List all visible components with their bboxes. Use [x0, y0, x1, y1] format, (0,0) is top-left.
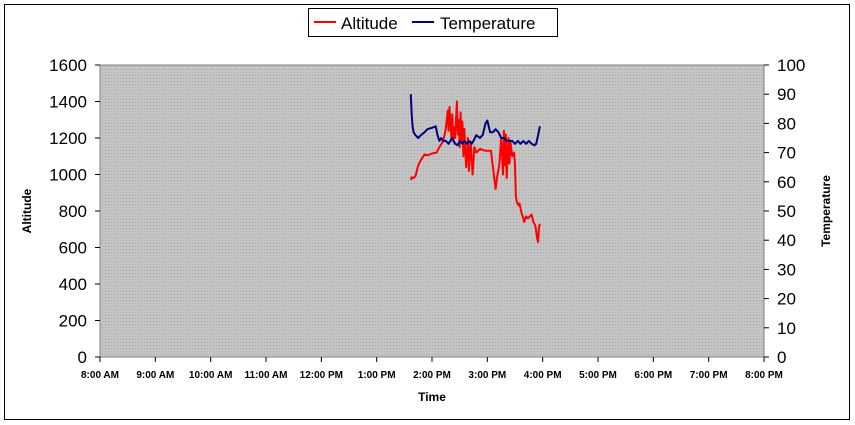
- x-axis-title: Time: [418, 390, 446, 404]
- y-left-tick-label: 1600: [49, 56, 87, 75]
- y-left-tick-label: 400: [59, 275, 87, 294]
- x-tick-label: 11:00 AM: [245, 370, 288, 381]
- x-tick-label: 2:00 PM: [413, 370, 451, 381]
- x-tick-label: 6:00 PM: [634, 370, 672, 381]
- x-tick-label: 8:00 AM: [81, 370, 119, 381]
- y-right-tick-label: 90: [777, 85, 796, 104]
- x-tick-label: 4:00 PM: [524, 370, 562, 381]
- y-right-tick-label: 20: [777, 290, 796, 309]
- y-left-tick-label: 800: [59, 202, 87, 221]
- x-tick-label: 3:00 PM: [468, 370, 506, 381]
- series-line-altitude: [409, 100, 541, 243]
- x-tick-label: 7:00 PM: [690, 370, 728, 381]
- legend-label-altitude: Altitude: [341, 14, 398, 33]
- y-left-axis-title: Altitude: [20, 188, 34, 233]
- y-left-tick-label: 1200: [49, 129, 87, 148]
- y-left-tick-label: 600: [59, 239, 87, 258]
- x-tick-label: 1:00 PM: [358, 370, 396, 381]
- y-right-axis-title: Temperature: [819, 175, 833, 247]
- y-right-tick-label: 40: [777, 231, 796, 250]
- y-left-tick-label: 1400: [49, 93, 87, 112]
- y-right-tick-label: 80: [777, 114, 796, 133]
- y-right-tick-label: 0: [777, 348, 786, 367]
- x-tick-label: 8:00 PM: [745, 370, 783, 381]
- plot-area: [99, 64, 765, 358]
- x-tick-label: 5:00 PM: [579, 370, 617, 381]
- legend-label-temperature: Temperature: [440, 14, 535, 33]
- y-left-tick-label: 1000: [49, 166, 87, 185]
- y-right-tick-label: 60: [777, 173, 796, 192]
- y-left-tick-label: 0: [78, 348, 87, 367]
- y-right-tick-label: 50: [777, 202, 796, 221]
- x-tick-label: 10:00 AM: [189, 370, 233, 381]
- y-right-tick-label: 10: [777, 319, 796, 338]
- y-right-tick-label: 100: [777, 56, 805, 75]
- x-tick-label: 12:00 PM: [300, 370, 343, 381]
- legend: Altitude Temperature: [308, 8, 558, 37]
- y-right-tick-label: 30: [777, 260, 796, 279]
- y-left-tick-label: 200: [59, 312, 87, 331]
- y-right-tick-label: 70: [777, 144, 796, 163]
- x-tick-label: 9:00 AM: [136, 370, 174, 381]
- series-line-temperature: [409, 94, 541, 147]
